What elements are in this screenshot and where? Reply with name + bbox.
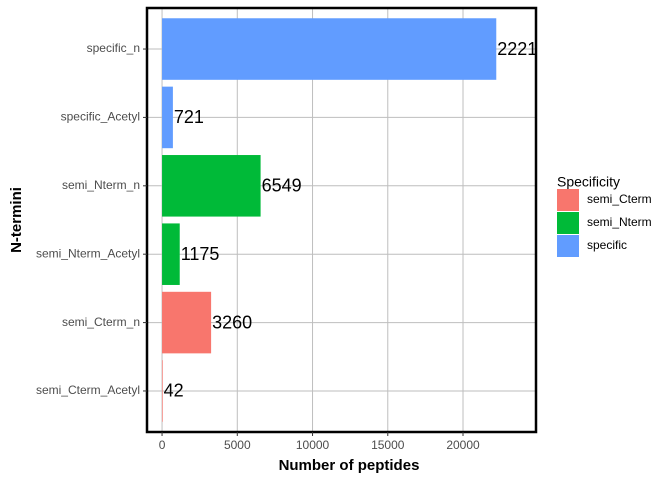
y-tick-label: semi_Nterm_n [62, 178, 140, 192]
legend-label: semi_Nterm [587, 215, 652, 229]
bar [162, 155, 261, 217]
x-tick-label: 15000 [371, 438, 405, 452]
legend-key [557, 212, 579, 234]
data-label: 3260 [212, 312, 252, 332]
y-tick-label: semi_Cterm_n [62, 315, 140, 329]
y-tick-label: semi_Cterm_Acetyl [36, 383, 140, 397]
y-tick-label: specific_n [87, 41, 140, 55]
x-tick-label: 0 [159, 438, 166, 452]
bar [162, 291, 212, 354]
data-label: 22210 [497, 39, 547, 59]
legend-label: semi_Cterm [587, 192, 652, 206]
y-tick-label: semi_Nterm_Acetyl [36, 246, 140, 260]
bar [162, 18, 497, 80]
data-label: 6549 [262, 176, 302, 196]
data-label: 1175 [181, 244, 220, 264]
legend-title: Specificity [557, 174, 620, 190]
legend-key [557, 235, 579, 257]
bars: 3260 42 6549 1175 22210 721 [162, 18, 547, 422]
x-tick-label: 10000 [296, 438, 330, 452]
y-tick-label: specific_Acetyl [61, 110, 140, 124]
legend-label: specific [587, 238, 627, 252]
legend-key [557, 189, 579, 211]
data-label: 42 [164, 381, 184, 401]
panel-border [145, 6, 538, 434]
bar [162, 223, 180, 285]
data-label: 721 [174, 107, 204, 127]
x-tick-label: 5000 [224, 438, 251, 452]
x-axis-title: Number of peptides [279, 457, 420, 474]
bar [162, 360, 163, 422]
bar [162, 86, 173, 149]
y-axis-title: N-termini [8, 187, 25, 253]
x-tick-label: 20000 [446, 438, 480, 452]
